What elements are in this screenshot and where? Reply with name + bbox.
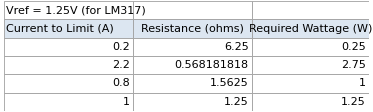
Bar (4, 93, 134, 111)
Bar (4, 38, 134, 56)
Bar (134, 1, 252, 19)
Text: 1: 1 (358, 78, 366, 88)
Bar (4, 1, 134, 19)
Bar (134, 19, 252, 38)
Text: Required Wattage (W): Required Wattage (W) (249, 24, 373, 34)
Bar (252, 93, 369, 111)
Text: 2.2: 2.2 (112, 60, 130, 70)
Text: 0.25: 0.25 (341, 42, 366, 52)
Bar (252, 38, 369, 56)
Text: 0.8: 0.8 (112, 78, 130, 88)
Bar (252, 74, 369, 93)
Text: Current to Limit (A): Current to Limit (A) (6, 24, 114, 34)
Bar (252, 1, 369, 19)
Bar (4, 74, 134, 93)
Bar (252, 19, 369, 38)
Bar (4, 56, 134, 74)
Text: Resistance (ohms): Resistance (ohms) (141, 24, 244, 34)
Bar (134, 56, 252, 74)
Text: 6.25: 6.25 (224, 42, 249, 52)
Bar (252, 56, 369, 74)
Text: Vref = 1.25V (for LM317): Vref = 1.25V (for LM317) (6, 5, 145, 15)
Text: 1.25: 1.25 (224, 97, 249, 107)
Text: 1.25: 1.25 (341, 97, 366, 107)
Bar (134, 93, 252, 111)
Bar (4, 19, 134, 38)
Text: 1: 1 (123, 97, 130, 107)
Bar (134, 38, 252, 56)
Text: 1.5625: 1.5625 (210, 78, 249, 88)
Text: 0.568181818: 0.568181818 (175, 60, 249, 70)
Text: 0.2: 0.2 (112, 42, 130, 52)
Bar (134, 74, 252, 93)
Text: 2.75: 2.75 (341, 60, 366, 70)
